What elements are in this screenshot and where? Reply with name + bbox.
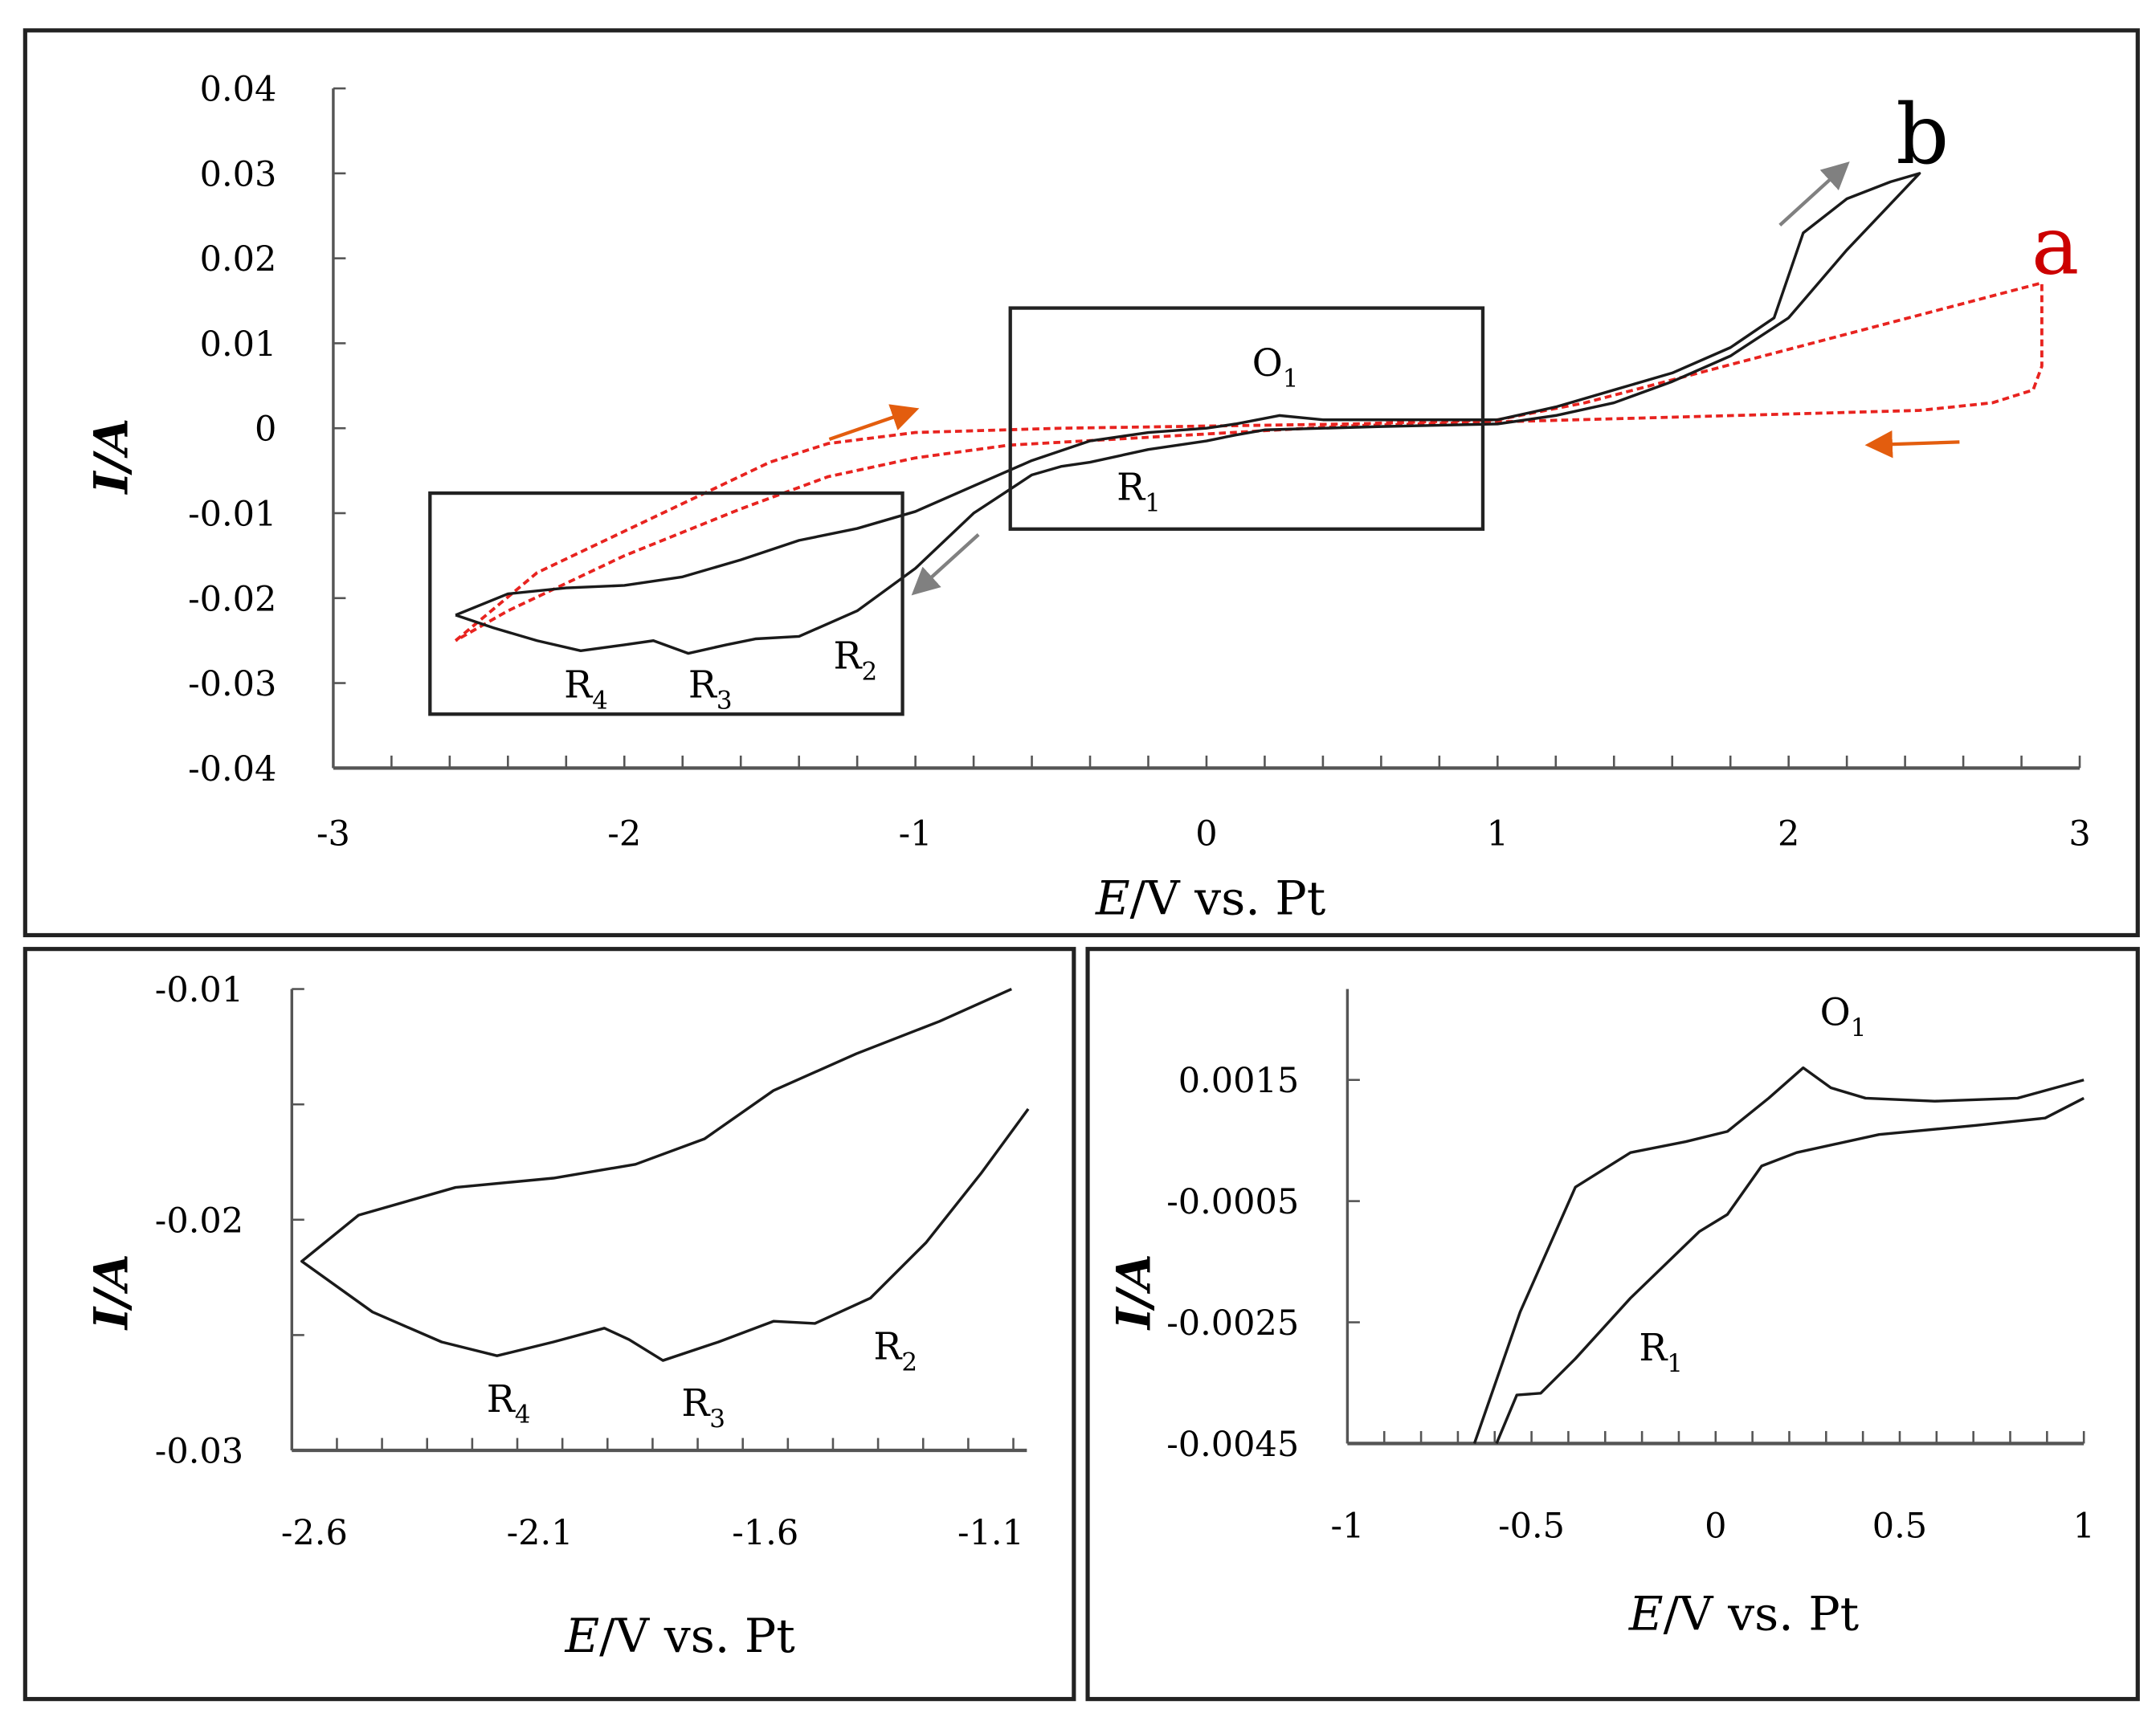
x-axis-label: E/V vs. Pt <box>565 1609 796 1663</box>
x-axis-label-symbol: E <box>1628 1587 1664 1642</box>
x-tick-label: -1.6 <box>732 1513 798 1553</box>
inset-peak-label-r3: R3 <box>681 1381 725 1434</box>
y-tick-label: 0.02 <box>200 239 277 279</box>
y-tick-label: -0.03 <box>155 1432 243 1472</box>
x-tick-label: -0.5 <box>1498 1506 1565 1546</box>
x-axis-label-symbol: E <box>565 1609 600 1663</box>
y-tick-label: -0.0025 <box>1166 1303 1299 1344</box>
series-line-1 <box>1472 1066 2085 1444</box>
series-line-a <box>454 281 2044 642</box>
peak-label-r1: R1 <box>1117 466 1161 518</box>
x-tick-label: 1 <box>2073 1506 2095 1546</box>
scan-direction-arrow-gray-up <box>1778 161 1850 226</box>
y-axis-label: I/A <box>84 1254 139 1331</box>
y-tick-label: 0.03 <box>200 154 277 194</box>
peak-label-r3: R3 <box>688 663 733 716</box>
left-inset-frame <box>22 947 1076 1702</box>
inset-peak-label-r2: R2 <box>873 1325 917 1377</box>
y-tick-label: -0.0005 <box>1166 1182 1299 1222</box>
x-axis-label: E/V vs. Pt <box>1095 871 1326 926</box>
series-line-1 <box>300 987 1030 1362</box>
inset-peak-label-o1: O1 <box>1820 990 1867 1042</box>
left-inset-chart: -2.6 -2.1 -1.6 -1.1 -0.01 -0.02 -0.03 E/V vs. P… <box>84 970 1030 1663</box>
series-line-2 <box>1495 1096 2085 1445</box>
x-axis-label-unit: /V vs. Pt <box>1664 1587 1860 1642</box>
x-axis-label-symbol: E <box>1095 871 1130 926</box>
x-tick-label: -3 <box>316 814 350 854</box>
y-tick-label: -0.02 <box>155 1201 243 1241</box>
x-tick-label: -2 <box>607 814 641 854</box>
y-axis-label: I/A <box>1105 1254 1161 1331</box>
y-tick-label: -0.0045 <box>1166 1425 1299 1465</box>
y-axis-label: I/A <box>84 418 139 496</box>
x-tick-label: 3 <box>2068 814 2090 854</box>
inset-peak-label-r1: R1 <box>1639 1326 1683 1378</box>
y-tick-label: -0.04 <box>188 749 276 789</box>
x-tick-label: -2.1 <box>507 1513 574 1553</box>
y-tick-label: 0.0015 <box>1178 1061 1299 1101</box>
right-inset-chart: -1 -0.5 0 0.5 1 0.0015 -0.0005 -0.0025 -0.0045 E/… <box>1105 989 2095 1642</box>
x-tick-label: 0.5 <box>1872 1506 1927 1546</box>
x-tick-label: 0 <box>1195 814 1217 854</box>
curve-label-b: b <box>1896 87 1949 183</box>
main-chart: -3 -2 -1 0 1 2 3 0.04 0.03 0.02 0.01 0 -0.01 -0.02 -0.… <box>84 70 2091 926</box>
peak-label-o1: O1 <box>1252 341 1299 394</box>
inset-peak-label-r4: R4 <box>487 1377 531 1429</box>
x-tick-label: -1.1 <box>958 1513 1024 1553</box>
y-tick-label: -0.03 <box>188 664 276 704</box>
scan-direction-arrow-orange-left <box>1864 430 1960 459</box>
x-axis-label-unit: /V vs. Pt <box>1130 871 1326 926</box>
curve-label-a: a <box>2031 199 2079 293</box>
y-tick-label: 0.04 <box>200 70 277 110</box>
y-tick-label: 0 <box>255 410 276 450</box>
x-tick-label: 0 <box>1705 1506 1726 1546</box>
main-panel-frame <box>22 28 2140 938</box>
y-tick-label: -0.01 <box>155 970 243 1010</box>
peak-label-r2: R2 <box>834 634 878 686</box>
zoom-box-reduction <box>428 491 904 716</box>
x-tick-label: -1 <box>1330 1506 1364 1546</box>
scan-direction-arrow-orange-right <box>828 404 920 442</box>
x-axis-label: E/V vs. Pt <box>1628 1587 1860 1642</box>
series-line-b <box>455 172 1921 655</box>
scan-direction-arrow-gray-down <box>911 533 980 596</box>
y-tick-label: -0.01 <box>188 494 276 534</box>
zoom-box-oxidation <box>1008 306 1485 531</box>
x-tick-label: 1 <box>1487 814 1509 854</box>
x-axis-label-unit: /V vs. Pt <box>599 1609 795 1663</box>
right-inset-frame <box>1085 947 2140 1702</box>
peak-label-r4: R4 <box>564 663 608 716</box>
x-tick-label: 2 <box>1778 814 1799 854</box>
x-tick-label: -1 <box>899 814 933 854</box>
x-tick-label: -2.6 <box>281 1513 348 1553</box>
y-tick-label: 0.01 <box>200 324 277 365</box>
y-tick-label: -0.02 <box>188 579 276 619</box>
